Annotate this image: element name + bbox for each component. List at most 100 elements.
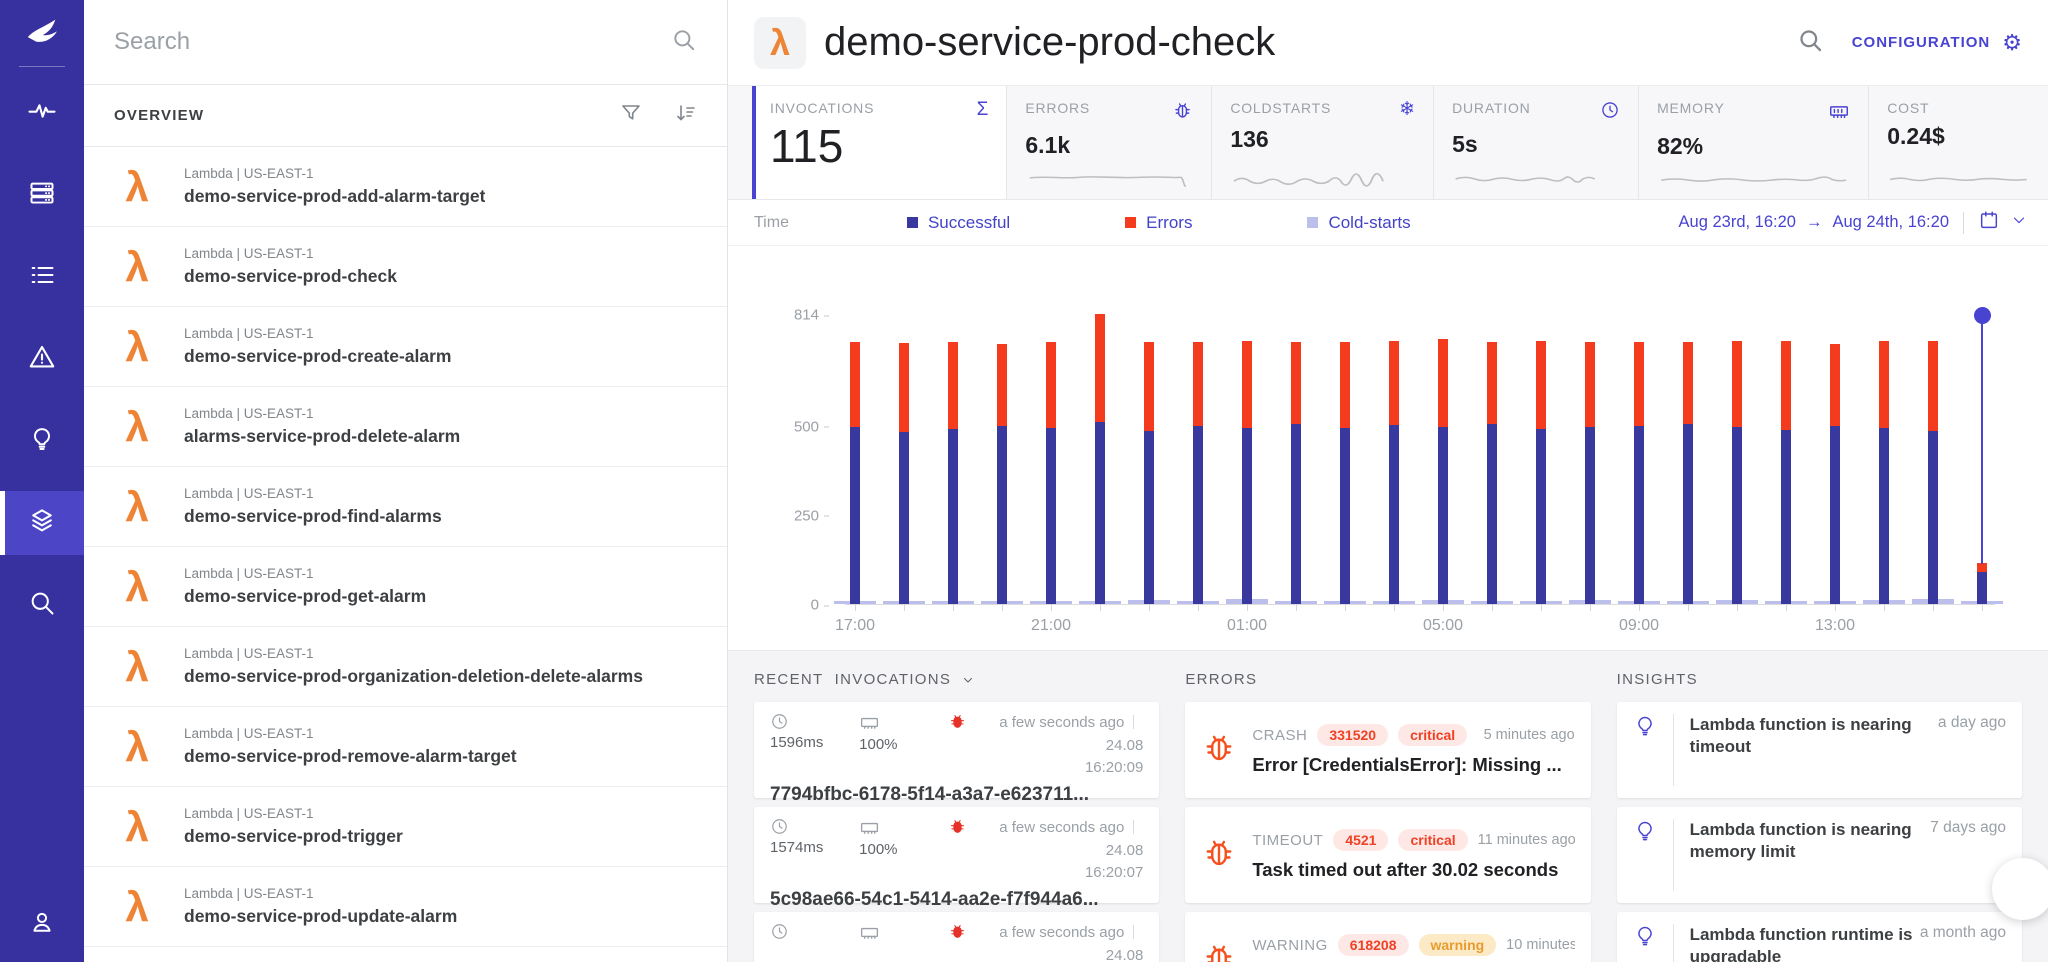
x-axis-tick: [1786, 604, 1787, 611]
divider: [1672, 714, 1674, 786]
function-service-region: Lambda | US-EAST-1: [184, 246, 314, 261]
error-severity-badge: critical: [1398, 724, 1468, 746]
sidebar-item-metrics[interactable]: [0, 81, 84, 145]
function-name: demo-service-prod-add-alarm-target: [184, 186, 486, 206]
function-list-item[interactable]: λ Lambda | US-EAST-1 demo-service-prod-t…: [84, 787, 727, 867]
sidebar-item-resources[interactable]: [0, 163, 84, 227]
gear-icon[interactable]: ⚙: [2002, 29, 2022, 55]
function-list-item[interactable]: λ Lambda | US-EAST-1 demo-service-prod-r…: [84, 707, 727, 787]
function-list-item[interactable]: λ Lambda | US-EAST-1 demo-service-prod-c…: [84, 227, 727, 307]
x-axis-tick: [1492, 604, 1493, 611]
memory-icon: [1828, 100, 1850, 126]
lambda-icon: λ: [125, 482, 149, 530]
error-card[interactable]: TIMEOUT 4521 critical 11 minutes ago Tas…: [1185, 807, 1591, 903]
invocation-card[interactable]: 1596ms 100% a few seconds ago 24.08 16:20:…: [754, 702, 1160, 805]
stat-card-memory[interactable]: MEMORY 82%: [1638, 86, 1868, 199]
lambda-icon: λ: [125, 322, 149, 370]
stat-card-coldstarts[interactable]: COLDSTARTS ❄ 136: [1211, 86, 1433, 199]
bug-icon: [1172, 100, 1193, 125]
invocation-card[interactable]: a few seconds ago 24.08: [754, 912, 1160, 962]
chart-plot[interactable]: 0 250 500 814 17:00 21:00 01:00 05:00 09:00 13:00: [794, 307, 2003, 634]
bar-successful-segment: [1732, 427, 1742, 604]
error-card[interactable]: WARNING 618208 warning 10 minutes ago Ac…: [1185, 912, 1591, 962]
recent-invocations-column: RECENT INVOCATIONS 1596ms 100% a few sec…: [754, 665, 1160, 962]
cost-sparkline: [1890, 177, 2028, 182]
legend-successful[interactable]: Successful: [906, 213, 1010, 233]
insight-card[interactable]: Lambda function runtime is upgradable a …: [1616, 912, 2022, 962]
insight-card[interactable]: Lambda function is nearing memory limit …: [1616, 807, 2022, 903]
error-card[interactable]: CRASH 331520 critical 5 minutes ago Erro…: [1185, 702, 1591, 798]
sigma-icon: Σ: [976, 99, 989, 120]
sidebar-divider: [19, 66, 65, 67]
bar-errors-segment: [1487, 342, 1497, 425]
error-type: WARNING: [1252, 936, 1328, 954]
clock-icon: [772, 924, 787, 939]
invocation-card[interactable]: 1574ms 100% a few seconds ago 24.08 16:20:…: [754, 807, 1160, 910]
search-input[interactable]: [114, 28, 671, 56]
function-list-item[interactable]: λ Lambda | US-EAST-1 demo-service-prod-a…: [84, 147, 727, 227]
legend-errors[interactable]: Errors: [1125, 213, 1192, 233]
chat-widget-button[interactable]: [1992, 858, 2048, 920]
alert-triangle-icon: [27, 342, 57, 377]
memory-sparkline: [1661, 176, 1847, 182]
error-severity-badge: critical: [1398, 829, 1468, 851]
stat-card-errors[interactable]: ERRORS 6.1k: [1006, 86, 1211, 199]
stat-card-invocations[interactable]: INVOCATIONS Σ 115: [752, 86, 1007, 199]
chevron-down-icon[interactable]: [2010, 211, 2028, 234]
errors-header: ERRORS: [1185, 671, 1258, 688]
x-axis-tick: [1345, 604, 1346, 611]
bar-errors-segment: [1144, 341, 1154, 431]
bar-successful-segment: [1389, 425, 1399, 604]
search-icon[interactable]: [1797, 27, 1824, 59]
error-count-badge: 331520: [1317, 724, 1389, 746]
memory-icon: [861, 717, 879, 729]
function-service-region: Lambda | US-EAST-1: [184, 726, 314, 741]
function-name: demo-service-prod-check: [184, 266, 397, 286]
filter-icon[interactable]: [619, 101, 643, 130]
function-list-item[interactable]: λ Lambda | US-EAST-1 demo-service-prod-o…: [84, 627, 727, 707]
stat-card-duration[interactable]: DURATION 5s: [1433, 86, 1638, 199]
range-handle-dot[interactable]: [1973, 307, 1991, 324]
bar-successful-segment: [1340, 428, 1350, 604]
sidebar-item-logs[interactable]: [0, 245, 84, 309]
function-list-item[interactable]: λ Lambda | US-EAST-1 demo-service-prod-c…: [84, 307, 727, 387]
stat-label: ERRORS: [1025, 100, 1091, 116]
sidebar-item-insights[interactable]: [0, 409, 84, 473]
search-icon[interactable]: [671, 27, 697, 58]
x-axis-tick: [953, 604, 954, 611]
sidebar-item-layers-active[interactable]: [0, 491, 84, 555]
sort-icon[interactable]: [673, 101, 697, 130]
error-message: Error [CredentialsError]: Missing ...: [1252, 754, 1562, 775]
insight-card[interactable]: Lambda function is nearing timeout a day…: [1616, 702, 2022, 798]
lambda-icon: λ: [125, 882, 149, 930]
lambda-icon: λ: [125, 802, 149, 850]
arrow-right-icon: →: [1805, 213, 1823, 231]
function-list-item[interactable]: λ Lambda | US-EAST-1 alarms-service-prod…: [84, 387, 727, 467]
configuration-link[interactable]: CONFIGURATION: [1851, 34, 1991, 51]
x-axis-tick: [1639, 604, 1640, 611]
date-range-picker[interactable]: Aug 23rd, 16:20 → Aug 24th, 16:20: [1679, 209, 2028, 236]
sidebar-item-alerts[interactable]: [0, 327, 84, 391]
recent-invocations-header[interactable]: RECENT INVOCATIONS: [754, 671, 1159, 688]
function-list-panel: OVERVIEW λ Lambda | US-EAST-1 demo-servi…: [84, 0, 728, 962]
bar-errors-segment: [1046, 342, 1056, 429]
stat-card-cost[interactable]: COST 0.24$: [1868, 86, 2048, 199]
function-name: demo-service-prod-create-alarm: [184, 346, 452, 366]
app-logo[interactable]: [21, 12, 63, 58]
sidebar-item-search[interactable]: [0, 573, 84, 637]
invocation-time: 16:20:09: [1084, 759, 1144, 776]
function-service-region: Lambda | US-EAST-1: [184, 406, 314, 421]
sidebar-item-account[interactable]: [0, 892, 84, 956]
function-name: demo-service-prod-get-alarm: [184, 586, 427, 606]
y-axis-label: 250: [781, 507, 829, 524]
calendar-icon[interactable]: [1978, 209, 2000, 236]
x-axis-label: 09:00: [1618, 617, 1660, 634]
function-list-item[interactable]: λ Lambda | US-EAST-1 demo-service-prod-g…: [84, 547, 727, 627]
bar-errors-segment: [1438, 338, 1448, 427]
legend-cold-starts[interactable]: Cold-starts: [1307, 213, 1411, 233]
function-list-item[interactable]: λ Lambda | US-EAST-1 demo-service-prod-f…: [84, 467, 727, 547]
error-type: TIMEOUT: [1252, 831, 1324, 849]
function-list-item[interactable]: λ Lambda | US-EAST-1 demo-service-prod-u…: [84, 867, 727, 947]
errors-swatch: [1125, 217, 1137, 228]
